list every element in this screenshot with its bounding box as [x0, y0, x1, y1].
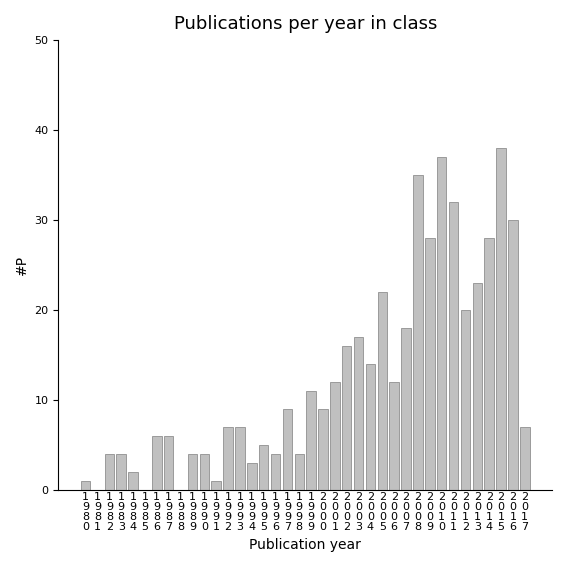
Bar [437, 157, 446, 490]
Bar [235, 427, 244, 490]
Bar [294, 454, 304, 490]
Bar [306, 391, 316, 490]
Bar [413, 175, 423, 490]
Bar [484, 238, 494, 490]
Bar [223, 427, 233, 490]
Bar [211, 481, 221, 490]
Bar [330, 382, 340, 490]
Bar [116, 454, 126, 490]
Bar [508, 220, 518, 490]
Bar [354, 337, 363, 490]
Bar [342, 346, 352, 490]
Bar [104, 454, 114, 490]
X-axis label: Publication year: Publication year [249, 538, 361, 552]
Bar [401, 328, 411, 490]
Bar [188, 454, 197, 490]
Bar [472, 283, 482, 490]
Bar [366, 364, 375, 490]
Bar [200, 454, 209, 490]
Bar [152, 435, 162, 490]
Bar [128, 472, 138, 490]
Bar [164, 435, 174, 490]
Bar [461, 310, 470, 490]
Bar [271, 454, 280, 490]
Bar [318, 409, 328, 490]
Bar [390, 382, 399, 490]
Bar [282, 409, 292, 490]
Y-axis label: #P: #P [15, 255, 29, 275]
Bar [496, 148, 506, 490]
Bar [81, 481, 90, 490]
Bar [520, 427, 530, 490]
Bar [247, 463, 256, 490]
Title: Publications per year in class: Publications per year in class [174, 15, 437, 33]
Bar [449, 202, 458, 490]
Bar [425, 238, 434, 490]
Bar [259, 445, 268, 490]
Bar [378, 292, 387, 490]
